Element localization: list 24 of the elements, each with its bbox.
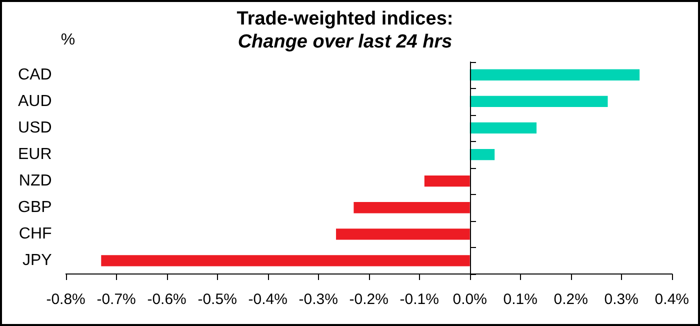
y-axis-title: % <box>60 31 76 48</box>
x-tick-label: 0.0% <box>452 291 487 308</box>
y-tick-label: NZD <box>18 172 52 190</box>
x-tick-label: -0.4% <box>248 291 288 308</box>
x-tick-label: -0.6% <box>147 291 186 308</box>
chart-subtitle: Change over last 24 hrs <box>238 31 452 52</box>
x-tick-label: 0.3% <box>604 291 638 308</box>
x-tick-label: -0.5% <box>198 291 237 308</box>
y-tick-label: USD <box>18 119 52 136</box>
x-tick-label: 0.2% <box>554 291 588 308</box>
x-tick-label: -0.7% <box>96 291 136 308</box>
y-tick-label: AUD <box>18 92 52 110</box>
y-tick-label: GBP <box>18 199 52 216</box>
chart-title: Trade-weighted indices: <box>236 8 454 30</box>
y-tick-label: CAD <box>18 66 52 84</box>
x-tick-label: 0.4% <box>654 291 690 308</box>
x-tick-label: -0.8% <box>46 291 86 308</box>
x-tick-label: 0.1% <box>503 291 538 308</box>
x-tick-label: -0.3% <box>298 291 338 308</box>
y-tick-label: EUR <box>18 146 52 163</box>
y-tick-label: JPY <box>22 252 52 270</box>
x-tick-label: -0.1% <box>400 291 439 308</box>
x-tick-label: -0.2% <box>349 291 388 308</box>
y-tick-label: CHF <box>18 226 52 243</box>
